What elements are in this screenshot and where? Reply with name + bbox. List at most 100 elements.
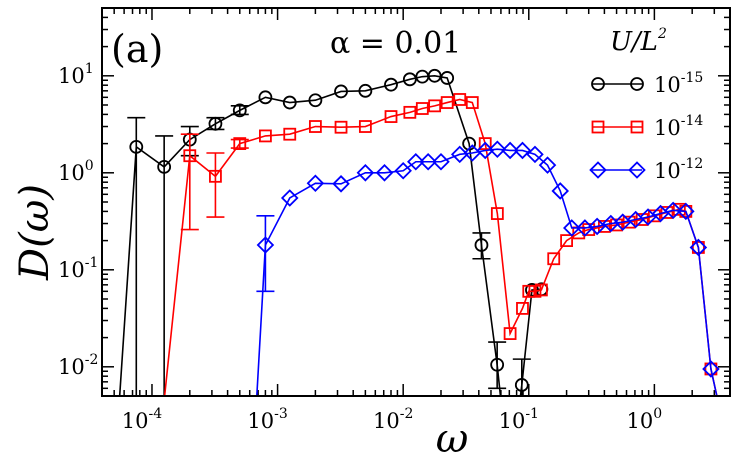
y-tick-label: 10-1 bbox=[58, 255, 98, 282]
data-point bbox=[259, 129, 272, 143]
data-point bbox=[560, 234, 573, 248]
data-point bbox=[358, 83, 373, 98]
y-axis-label: D(ω) bbox=[12, 184, 58, 281]
data-point bbox=[538, 156, 557, 174]
labels-layer: 10-4 10-3 10-2 10-1 100 10-2 10-1 100 101 bbox=[58, 61, 662, 433]
data-point bbox=[474, 238, 489, 252]
data-point bbox=[514, 378, 529, 392]
data-point bbox=[534, 283, 548, 297]
data-point bbox=[440, 71, 455, 85]
data-point bbox=[432, 152, 450, 171]
data-point bbox=[419, 152, 437, 171]
data-point bbox=[415, 102, 429, 115]
data-point bbox=[306, 174, 325, 193]
series-2 bbox=[255, 140, 720, 396]
plot-frame bbox=[101, 7, 731, 397]
legend-marker bbox=[630, 77, 644, 91]
data-point bbox=[528, 284, 542, 298]
data-point bbox=[501, 141, 519, 160]
data-point bbox=[677, 202, 695, 221]
legend-title: U/L2 bbox=[610, 26, 667, 57]
data-point bbox=[503, 327, 517, 340]
legend-label: 10-12 bbox=[654, 156, 703, 183]
data-point bbox=[407, 152, 425, 171]
legend-label: 10-15 bbox=[654, 70, 703, 97]
data-point bbox=[282, 95, 297, 110]
series-0 bbox=[118, 68, 549, 396]
data-point bbox=[490, 357, 505, 372]
series-line bbox=[118, 74, 542, 396]
data-point bbox=[283, 127, 297, 141]
data-point bbox=[129, 139, 144, 154]
data-point bbox=[465, 96, 479, 109]
legend-label: 10-14 bbox=[654, 113, 703, 140]
data-point bbox=[358, 120, 372, 133]
data-point bbox=[183, 149, 197, 163]
legend: U/L2 10-15 10-14 10-12 bbox=[589, 26, 703, 183]
data-point bbox=[689, 238, 708, 257]
data-point bbox=[664, 201, 682, 220]
panel-label: (a) bbox=[111, 27, 163, 71]
y-tick-label: 100 bbox=[58, 158, 94, 185]
x-tick-label: 10-4 bbox=[122, 406, 162, 433]
data-point bbox=[672, 202, 686, 216]
data-point bbox=[488, 140, 507, 158]
data-point bbox=[208, 116, 223, 131]
data-point bbox=[428, 99, 442, 113]
legend-marker bbox=[589, 161, 607, 179]
data-point bbox=[394, 161, 412, 180]
data-point bbox=[308, 93, 323, 108]
x-tick-label: 10-1 bbox=[499, 406, 539, 433]
data-point bbox=[402, 72, 417, 87]
data-point bbox=[453, 93, 467, 106]
y-tick-label: 10-2 bbox=[58, 352, 98, 379]
x-tick-label: 10-2 bbox=[373, 406, 413, 433]
data-point bbox=[563, 219, 581, 237]
data-point bbox=[478, 137, 492, 151]
legend-entry: 10-14 bbox=[591, 113, 703, 140]
data-point bbox=[375, 164, 394, 182]
series-line bbox=[163, 98, 718, 396]
ticks-layer bbox=[101, 7, 731, 397]
data-point bbox=[403, 105, 417, 119]
data-point bbox=[513, 141, 532, 160]
data-point bbox=[440, 96, 454, 109]
data-point bbox=[356, 164, 375, 182]
data-point bbox=[308, 120, 322, 133]
x-axis-label: ω bbox=[436, 416, 469, 458]
data-point bbox=[334, 120, 348, 134]
data-point bbox=[384, 110, 398, 123]
data-point bbox=[547, 252, 561, 266]
data-point bbox=[702, 360, 720, 378]
data-point bbox=[660, 206, 674, 219]
data-point bbox=[647, 209, 661, 223]
legend-marker bbox=[628, 161, 646, 179]
x-tick-label: 100 bbox=[627, 406, 663, 433]
data-point bbox=[551, 182, 570, 200]
data-point bbox=[209, 169, 222, 183]
data-point bbox=[157, 160, 172, 174]
data-point bbox=[233, 137, 247, 151]
data-point bbox=[232, 103, 247, 118]
legend-marker bbox=[591, 120, 605, 134]
legend-entry: 10-15 bbox=[591, 70, 703, 97]
data-point bbox=[384, 77, 398, 92]
legend-entry: 10-12 bbox=[589, 156, 703, 183]
y-tick-label: 101 bbox=[58, 61, 94, 88]
alpha-annotation: α = 0.01 bbox=[330, 26, 461, 61]
data-point bbox=[258, 90, 273, 105]
data-point bbox=[526, 145, 544, 164]
data-point bbox=[610, 218, 623, 232]
series-line bbox=[255, 148, 718, 396]
data-point bbox=[280, 189, 299, 207]
data-point bbox=[516, 302, 529, 315]
data-point bbox=[334, 84, 348, 99]
series-layer bbox=[118, 68, 720, 396]
data-point bbox=[490, 207, 504, 220]
x-tick-label: 10-3 bbox=[247, 406, 287, 433]
legend-marker bbox=[591, 77, 605, 91]
legend-marker bbox=[630, 120, 644, 134]
data-point bbox=[332, 175, 350, 193]
data-point bbox=[588, 217, 606, 236]
